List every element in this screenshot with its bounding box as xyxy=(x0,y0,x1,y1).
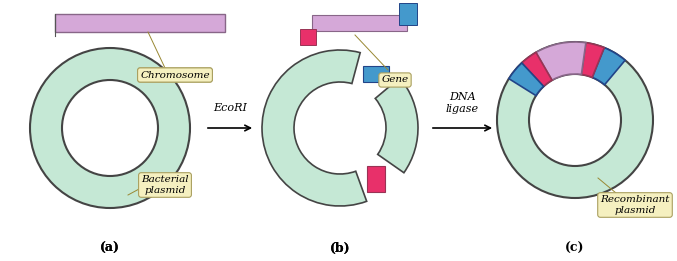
FancyBboxPatch shape xyxy=(312,15,407,31)
Wedge shape xyxy=(375,78,418,173)
Wedge shape xyxy=(509,63,544,96)
Text: EcoRI: EcoRI xyxy=(213,103,247,113)
Wedge shape xyxy=(522,52,552,86)
FancyBboxPatch shape xyxy=(300,29,316,45)
FancyBboxPatch shape xyxy=(399,3,417,25)
Circle shape xyxy=(62,80,158,176)
Text: (b): (b) xyxy=(330,241,350,254)
Wedge shape xyxy=(536,42,586,80)
FancyBboxPatch shape xyxy=(368,165,385,192)
Text: Bacterial
plasmid: Bacterial plasmid xyxy=(141,175,189,195)
FancyBboxPatch shape xyxy=(364,66,389,82)
Circle shape xyxy=(30,48,190,208)
Text: Recombinant
plasmid: Recombinant plasmid xyxy=(600,195,670,215)
Circle shape xyxy=(529,74,621,166)
Text: (c): (c) xyxy=(565,241,585,254)
FancyBboxPatch shape xyxy=(55,14,225,32)
Wedge shape xyxy=(262,50,367,206)
Circle shape xyxy=(497,42,653,198)
Text: (b): (b) xyxy=(330,241,350,254)
Text: Chromosome: Chromosome xyxy=(140,70,210,80)
Text: Chromosome: Chromosome xyxy=(140,70,210,80)
Text: (a): (a) xyxy=(100,241,120,254)
Text: DNA
ligase: DNA ligase xyxy=(445,92,479,114)
Text: (a): (a) xyxy=(100,241,120,254)
Wedge shape xyxy=(582,43,604,77)
Wedge shape xyxy=(592,48,625,85)
Text: Gene: Gene xyxy=(381,75,408,85)
